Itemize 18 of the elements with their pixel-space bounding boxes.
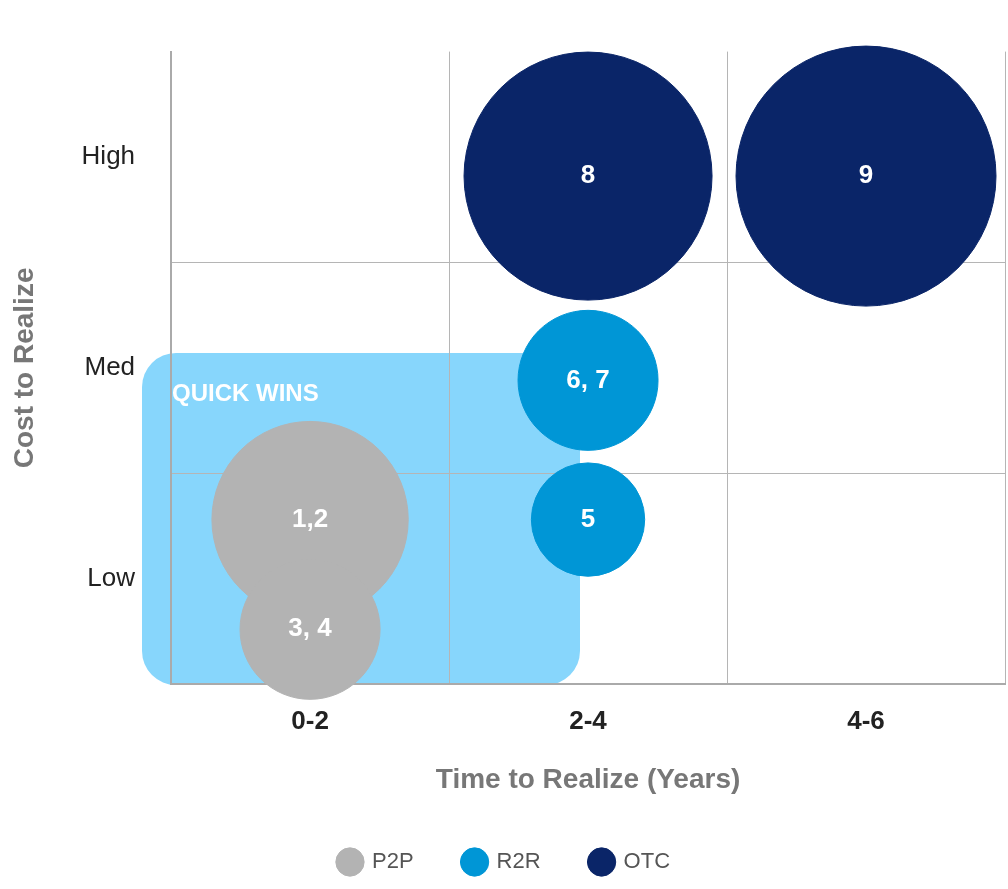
legend-label: P2P — [371, 848, 414, 874]
category-label: High — [81, 140, 136, 171]
legend-label: R2R — [496, 848, 541, 874]
annotation: 6, 7 — [566, 363, 610, 394]
x-tick-label: 2-4 — [569, 704, 608, 735]
x-tick-label: 4-6 — [847, 704, 885, 735]
annotation: 9 — [858, 159, 874, 190]
annotation: 8 — [580, 159, 596, 190]
y-axis-title: Cost to Realize — [7, 267, 39, 469]
legend-label: OTC — [623, 848, 671, 874]
category-label: Low — [87, 561, 136, 592]
x-tick-label: 0-2 — [291, 704, 329, 735]
category-label: Med — [84, 351, 136, 382]
annotation: QUICK WINS — [172, 379, 319, 407]
annotation: 1,2 — [291, 502, 329, 533]
x-axis-title: Time to Realize (Years) — [435, 762, 741, 794]
annotation: 5 — [580, 502, 596, 533]
annotation: 3, 4 — [288, 612, 333, 643]
